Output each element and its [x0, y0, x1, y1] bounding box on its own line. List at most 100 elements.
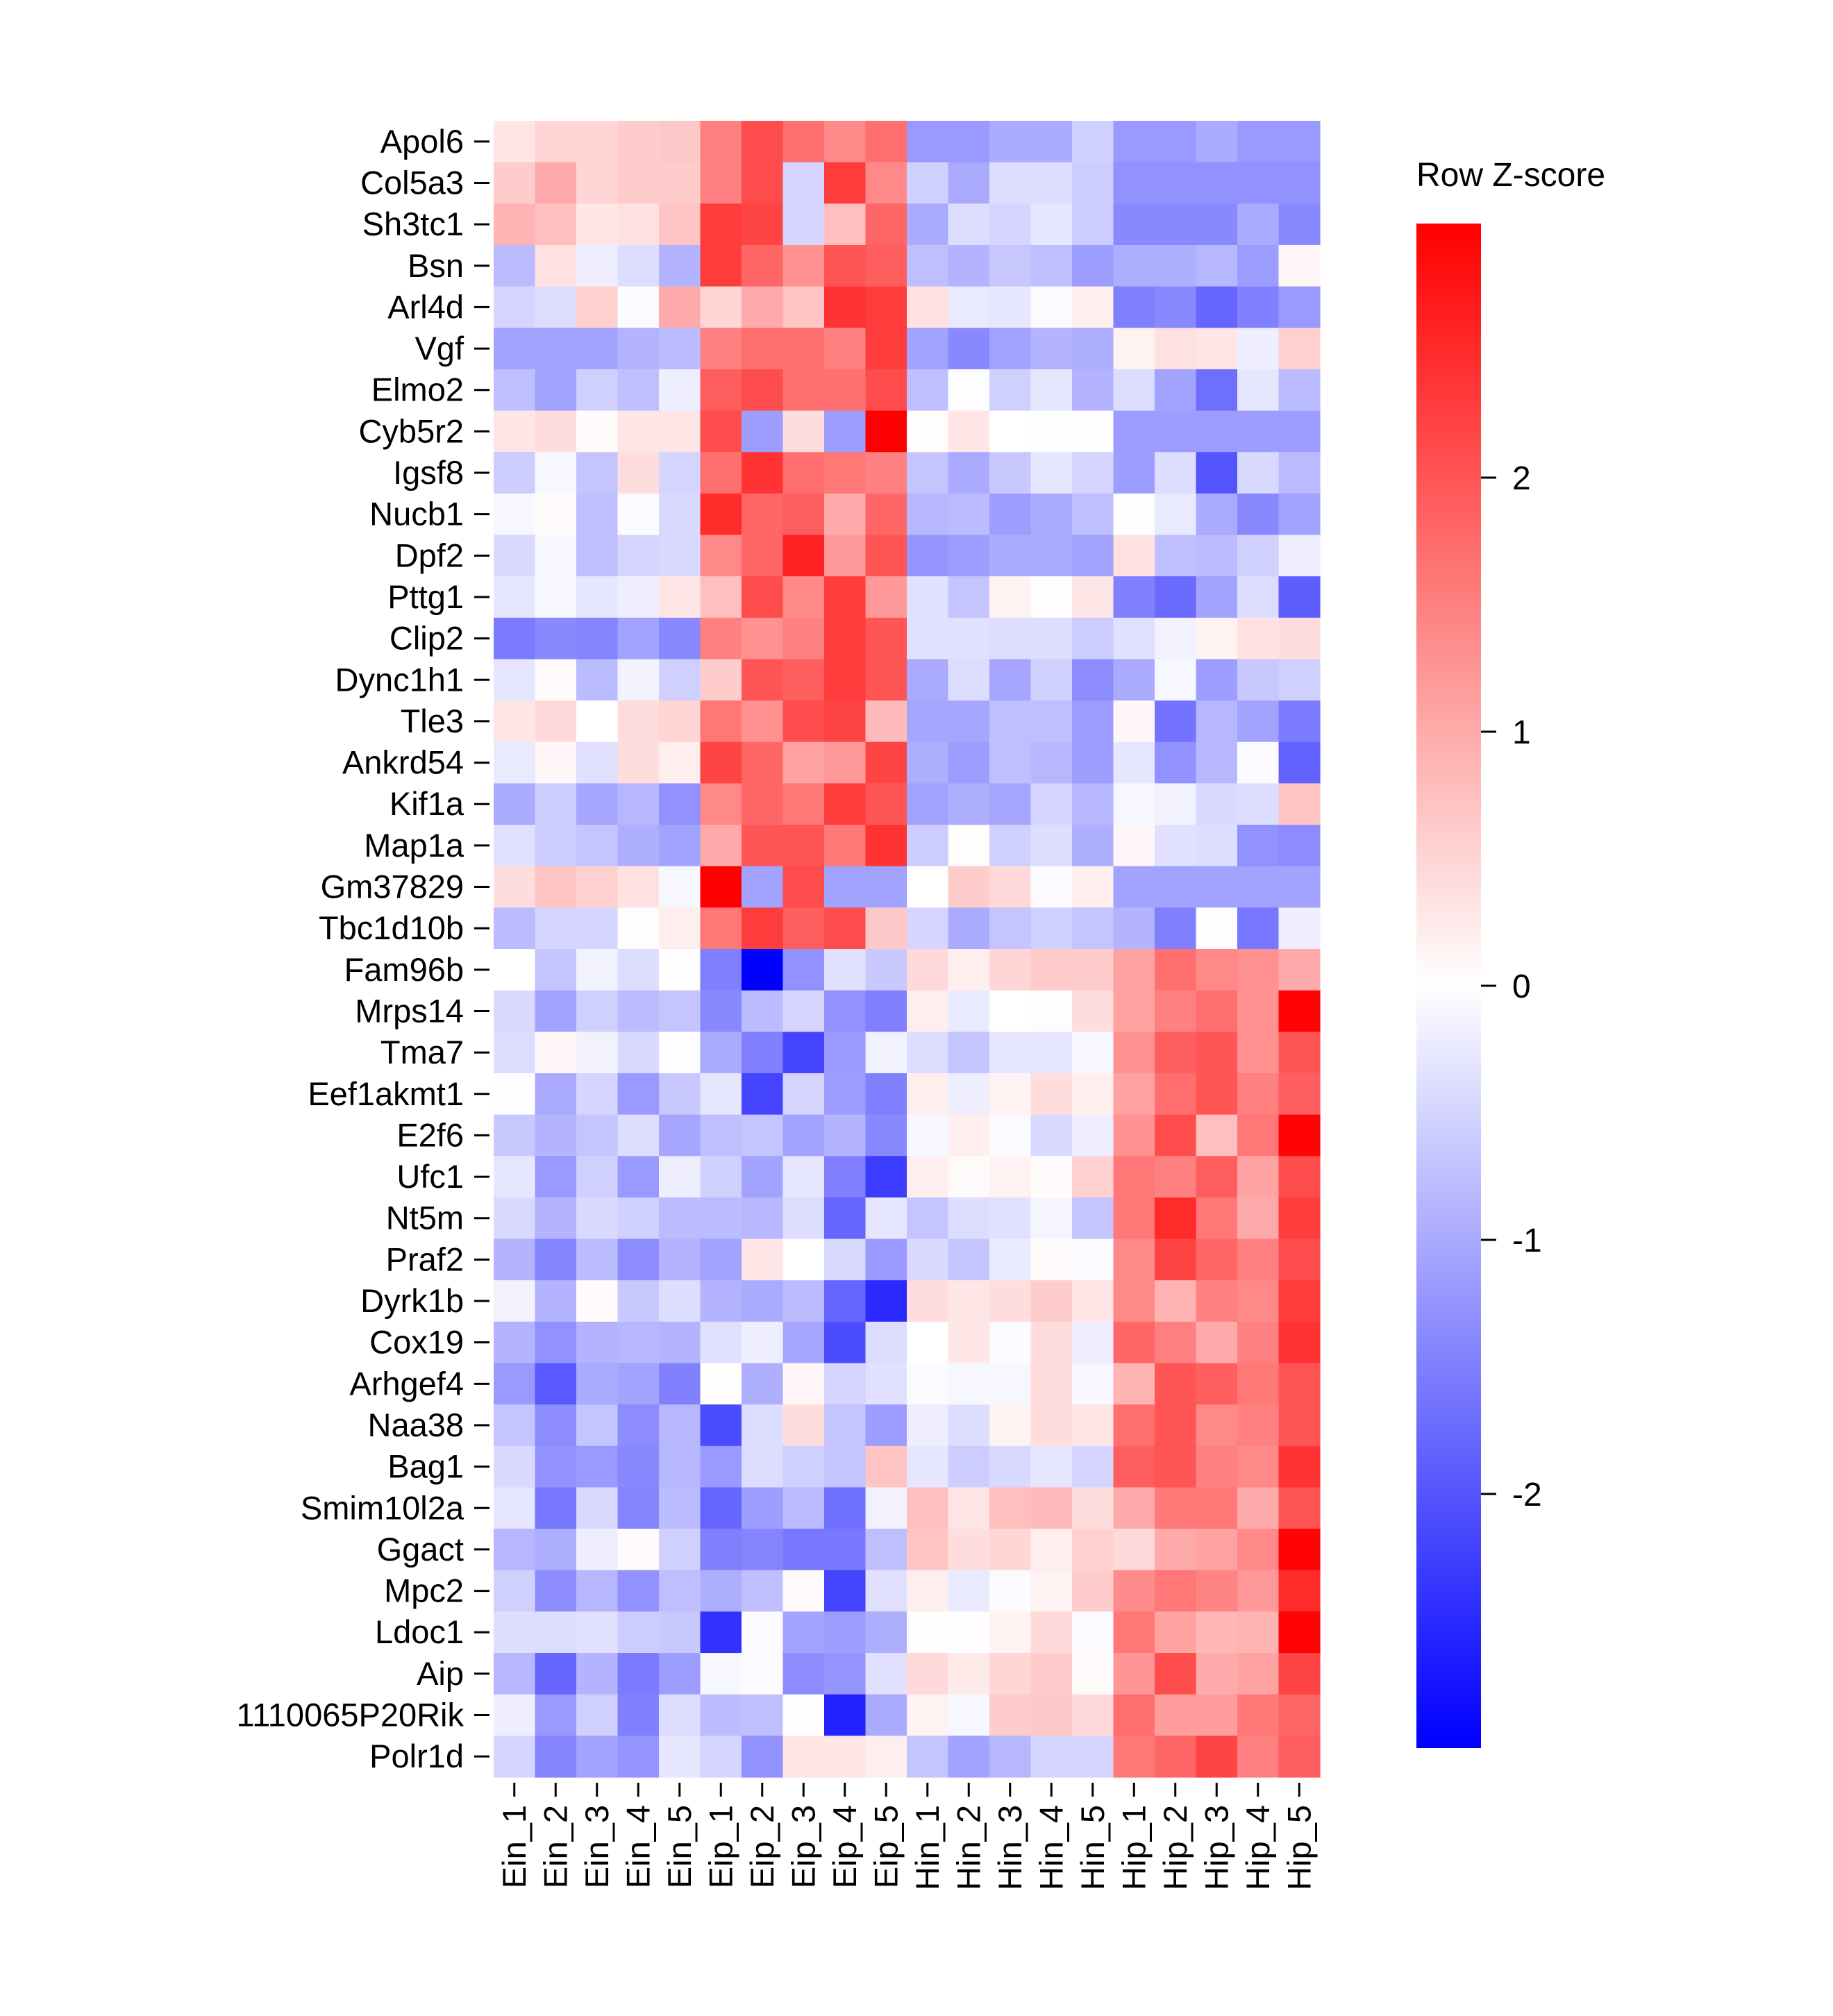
- heatmap-cell: [1072, 783, 1114, 825]
- heatmap-cell: [865, 783, 907, 825]
- heatmap-cell: [576, 1156, 619, 1198]
- heatmap-cell: [782, 1032, 825, 1074]
- heatmap-cell: [1030, 328, 1073, 370]
- legend-tick-label: 2: [1512, 460, 1531, 497]
- heatmap-cell: [535, 1445, 577, 1488]
- heatmap-cell: [576, 1280, 619, 1322]
- heatmap-cell: [1155, 1032, 1197, 1074]
- heatmap-cell: [989, 1404, 1032, 1447]
- heatmap-cell: [1278, 328, 1321, 370]
- heatmap-cell: [907, 1653, 949, 1695]
- heatmap-cell: [1155, 990, 1197, 1032]
- row-label: Fam96b: [344, 951, 464, 988]
- heatmap-cell: [576, 1529, 619, 1571]
- heatmap-cell: [1196, 700, 1238, 743]
- row-label: Cox19: [369, 1324, 464, 1361]
- heatmap-cell: [576, 783, 619, 825]
- heatmap-cell: [494, 866, 536, 908]
- heatmap-cell: [1072, 907, 1114, 950]
- heatmap-cell: [494, 1156, 536, 1198]
- heatmap-cell: [907, 700, 949, 743]
- row-label: Dync1h1: [335, 661, 464, 698]
- heatmap-cell: [782, 866, 825, 908]
- heatmap-cell: [1237, 1404, 1280, 1447]
- heatmap-cell: [907, 1156, 949, 1198]
- heatmap-cell: [1155, 825, 1197, 867]
- heatmap-cell: [700, 1736, 742, 1778]
- heatmap-cell: [576, 1114, 619, 1157]
- heatmap-cell: [824, 700, 867, 743]
- heatmap-cell: [535, 741, 577, 784]
- heatmap-cell: [1196, 1238, 1238, 1281]
- heatmap-cell: [576, 825, 619, 867]
- heatmap-cell: [865, 121, 907, 163]
- heatmap-cell: [576, 162, 619, 204]
- heatmap-cell: [1030, 244, 1073, 287]
- heatmap-cell: [1278, 1611, 1321, 1654]
- heatmap-cell: [1278, 535, 1321, 577]
- heatmap-cell: [1072, 866, 1114, 908]
- heatmap-cell: [659, 825, 701, 867]
- heatmap-cell: [948, 203, 990, 246]
- heatmap-cell: [742, 369, 784, 412]
- heatmap-cell: [700, 1570, 742, 1612]
- heatmap-cell: [1237, 1736, 1280, 1778]
- heatmap-cell: [742, 783, 784, 825]
- column-label: Ein_4: [619, 1805, 656, 1888]
- heatmap-cell: [782, 452, 825, 494]
- row-label: Ankrd54: [342, 744, 464, 781]
- heatmap-cell: [700, 1321, 742, 1364]
- heatmap-cell: [989, 493, 1032, 536]
- heatmap-cell: [824, 1736, 867, 1778]
- heatmap-cell: [1196, 1694, 1238, 1736]
- heatmap-cell: [1072, 162, 1114, 204]
- heatmap-cell: [576, 576, 619, 619]
- heatmap-cell: [617, 1197, 660, 1240]
- heatmap-cell: [700, 990, 742, 1032]
- heatmap-cell: [1155, 1114, 1197, 1157]
- column-label: Hip_4: [1239, 1805, 1276, 1890]
- heatmap-cell: [989, 741, 1032, 784]
- heatmap-cell: [1030, 1363, 1073, 1405]
- heatmap-cell: [907, 783, 949, 825]
- heatmap-cell: [907, 493, 949, 536]
- heatmap-cell: [1196, 1529, 1238, 1571]
- heatmap-cell: [865, 907, 907, 950]
- heatmap-cell: [659, 1611, 701, 1654]
- heatmap-cell: [617, 617, 660, 660]
- heatmap-cell: [865, 493, 907, 536]
- heatmap-cell: [617, 286, 660, 328]
- heatmap-cell: [1237, 162, 1280, 204]
- heatmap-cell: [1155, 1156, 1197, 1198]
- heatmap-cell: [865, 949, 907, 991]
- heatmap-cell: [742, 1487, 784, 1529]
- row-label: Ggact: [377, 1531, 464, 1568]
- heatmap-cell: [1278, 452, 1321, 494]
- heatmap-cell: [948, 1363, 990, 1405]
- heatmap-cell: [700, 1529, 742, 1571]
- heatmap-cell: [1278, 1694, 1321, 1736]
- heatmap-cell: [1278, 1197, 1321, 1240]
- heatmap-cell: [576, 1736, 619, 1778]
- heatmap-cell: [535, 825, 577, 867]
- heatmap-cell: [782, 1487, 825, 1529]
- heatmap-cell: [1196, 203, 1238, 246]
- heatmap-cell: [865, 1238, 907, 1281]
- heatmap-cell: [989, 1363, 1032, 1405]
- row-label: Arl4d: [387, 288, 464, 325]
- row-label: Aip: [417, 1655, 464, 1692]
- heatmap-cell: [782, 700, 825, 743]
- heatmap-cell: [782, 949, 825, 991]
- heatmap-cell: [948, 162, 990, 204]
- heatmap-cell: [1196, 783, 1238, 825]
- heatmap-cell: [1237, 1238, 1280, 1281]
- heatmap-cell: [948, 1032, 990, 1074]
- heatmap-cell: [824, 1694, 867, 1736]
- heatmap-cell: [989, 1529, 1032, 1571]
- heatmap-cell: [535, 328, 577, 370]
- heatmap-cell: [659, 1363, 701, 1405]
- heatmap-cell: [535, 576, 577, 619]
- heatmap-cell: [1278, 493, 1321, 536]
- heatmap-cell: [1072, 700, 1114, 743]
- heatmap-cell: [1113, 990, 1155, 1032]
